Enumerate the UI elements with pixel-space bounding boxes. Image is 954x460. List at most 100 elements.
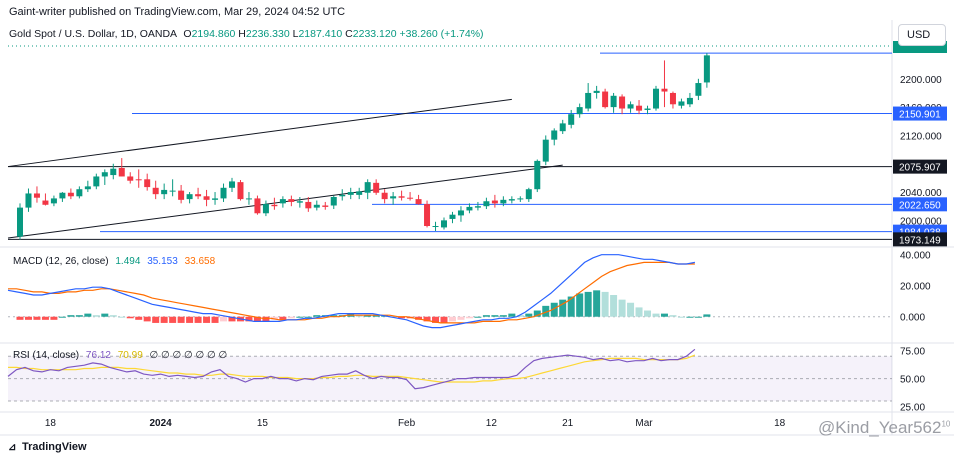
candle-body <box>390 196 397 199</box>
macd-histogram-bar <box>228 316 236 322</box>
rsi-extra: ∅ ∅ ∅ ∅ ∅ ∅ ∅ <box>149 350 228 361</box>
macd-histogram-bar <box>677 316 685 318</box>
macd-hist-value: 1.494 <box>115 256 141 267</box>
macd-tick-label: 40.000 <box>900 251 931 262</box>
macd-histogram-bar <box>627 302 635 317</box>
candle-body <box>703 55 710 83</box>
candle-body <box>33 193 40 198</box>
macd-histogram-bar <box>364 315 372 317</box>
macd-histogram-bar <box>33 316 41 320</box>
currency-button[interactable]: USD <box>898 24 946 46</box>
candle-body <box>627 104 634 109</box>
time-axis-label: Mar <box>635 418 653 429</box>
change-value: +38.260 (+1.74%) <box>399 28 484 40</box>
tradingview-logo-text: TradingView <box>22 441 87 453</box>
macd-histogram-bar <box>152 316 160 323</box>
candle-body <box>101 172 108 177</box>
level-label-box <box>893 197 947 212</box>
candle-body <box>381 192 388 200</box>
macd-histogram-bar <box>270 316 278 320</box>
macd-histogram-bar <box>644 310 652 317</box>
candle-body <box>644 108 651 110</box>
macd-histogram-bar <box>58 316 66 318</box>
macd-histogram-bar <box>694 316 702 318</box>
macd-histogram-bar <box>610 295 618 317</box>
candle-body <box>17 207 23 237</box>
candle-body <box>678 101 685 106</box>
close-label: C <box>345 28 353 40</box>
candle-body <box>67 192 74 197</box>
macd-histogram-bar <box>24 316 32 320</box>
symbol-legend: Gold Spot / U.S. Dollar, 1D, OANDA O2194… <box>9 28 484 40</box>
candle-body <box>517 198 524 200</box>
rsi-ma-line <box>8 354 696 383</box>
candle-body <box>84 186 91 190</box>
open-value: 2194.860 <box>191 28 236 40</box>
macd-histogram-bar <box>279 316 287 320</box>
high-value: 2236.330 <box>245 28 290 40</box>
time-axis-label: 21 <box>562 418 574 429</box>
macd-histogram-bar <box>432 316 440 323</box>
candle-body <box>330 196 337 206</box>
candle-body <box>398 196 405 198</box>
rsi-line <box>7 348 696 390</box>
candle-body <box>271 204 278 207</box>
macd-histogram-bar <box>533 310 541 317</box>
macd-histogram-bar <box>499 315 507 317</box>
trend-line <box>7 98 512 168</box>
candle-body <box>441 220 447 228</box>
candle-body <box>576 107 583 115</box>
candle-body <box>254 198 261 214</box>
macd-histogram-bar <box>448 316 456 322</box>
candle-body <box>636 105 643 111</box>
candle-body <box>152 187 159 195</box>
macd-histogram-bar <box>220 316 228 322</box>
price-tick-label: 2040.000 <box>900 188 942 199</box>
candle-body <box>559 123 566 132</box>
candle-body <box>186 194 193 200</box>
candle-body <box>110 168 117 176</box>
candle-body <box>161 189 168 195</box>
candle-body <box>279 199 286 204</box>
candle-body <box>669 92 676 105</box>
macd-histogram-bar <box>635 307 643 317</box>
macd-histogram-bar <box>16 316 24 320</box>
candle-body <box>296 201 303 203</box>
macd-histogram-bar <box>601 291 609 317</box>
candle-body <box>59 192 66 199</box>
rsi-tick-label: 75.00 <box>900 347 925 358</box>
macd-histogram-bar <box>618 299 626 317</box>
macd-histogram-bar <box>415 316 423 320</box>
macd-histogram-bar <box>126 316 134 319</box>
macd-histogram-bar <box>253 316 261 322</box>
rsi-band <box>8 356 892 402</box>
macd-histogram-bar <box>440 316 448 323</box>
macd-histogram-bar <box>84 313 92 317</box>
macd-histogram-bar <box>567 296 575 317</box>
level-label-box <box>893 106 947 121</box>
macd-histogram-bar <box>584 291 592 317</box>
macd-histogram-bar <box>143 316 151 322</box>
macd-histogram-bar <box>652 313 660 317</box>
candle-body <box>356 191 363 195</box>
macd-tick-label: 20.000 <box>900 282 931 293</box>
candle-body <box>483 201 490 207</box>
macd-histogram-bar <box>525 313 533 317</box>
candle-body <box>568 114 575 125</box>
level-label-box <box>893 159 947 174</box>
watermark: @Kind_Year56210 <box>818 418 950 438</box>
time-axis-label: 12 <box>486 418 498 429</box>
candle-body <box>195 194 202 197</box>
candle-body <box>237 182 244 200</box>
tradingview-logo[interactable]: ⊿ TradingView <box>8 441 87 453</box>
macd-histogram-bar <box>92 315 100 317</box>
candle-body <box>551 130 558 140</box>
candle-body <box>500 199 507 204</box>
macd-histogram-bar <box>296 316 304 318</box>
candle-body <box>50 198 57 204</box>
level-label-box <box>893 232 947 247</box>
level-label-text: 2022.650 <box>899 200 941 211</box>
candle-body <box>169 190 176 192</box>
candle-body <box>661 88 668 92</box>
